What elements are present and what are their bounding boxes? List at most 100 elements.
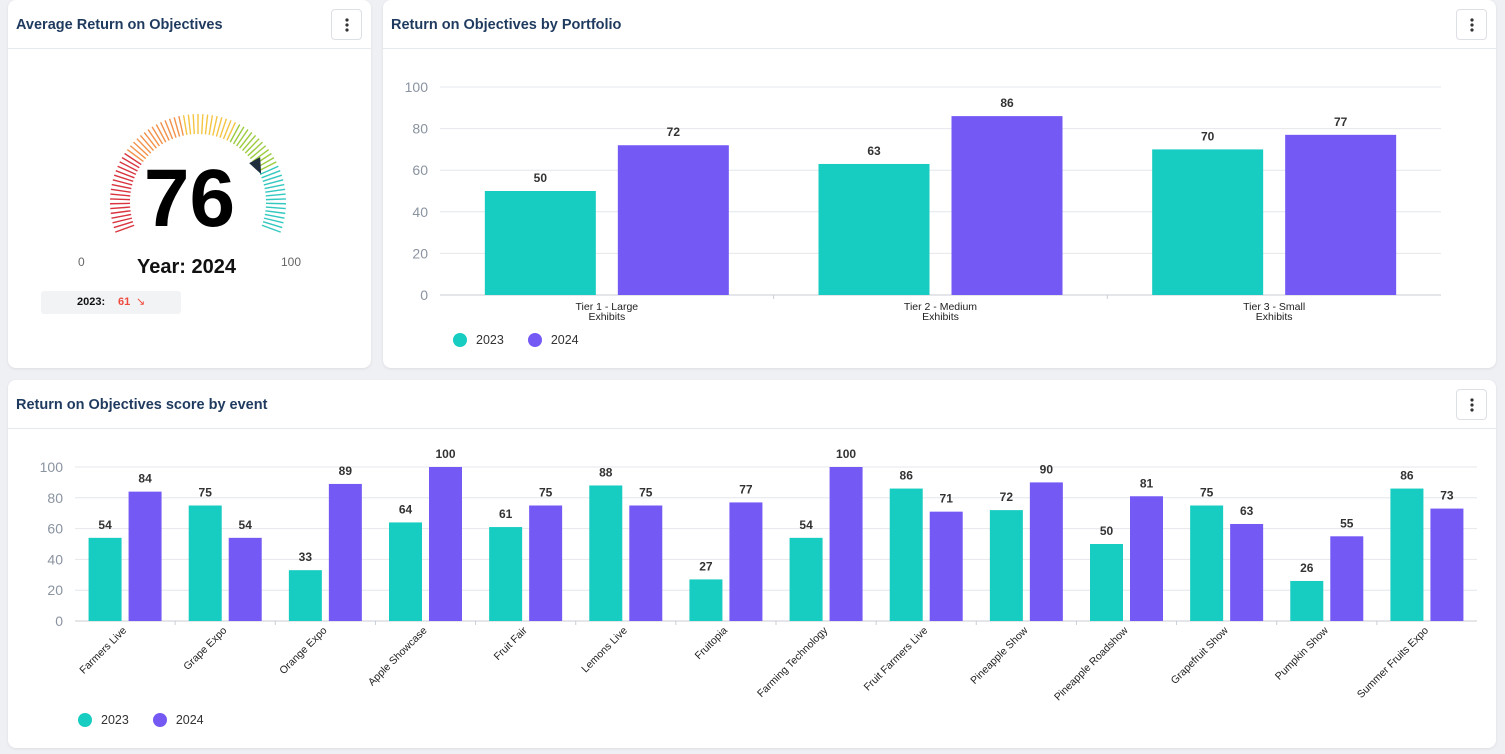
bar-2023 bbox=[689, 579, 723, 621]
gauge-tick bbox=[111, 213, 132, 219]
gauge-tick bbox=[241, 134, 257, 152]
gauge-tick bbox=[143, 131, 157, 149]
bar-2024 bbox=[629, 505, 663, 621]
comparison-year: 2023: bbox=[77, 296, 106, 308]
gauge-tick bbox=[159, 122, 170, 141]
gauge-tick bbox=[110, 206, 131, 210]
bar-2023 bbox=[389, 522, 422, 621]
data-label: 75 bbox=[639, 486, 653, 500]
y-tick-label: 80 bbox=[412, 121, 428, 137]
data-label: 63 bbox=[1240, 504, 1254, 518]
legend-label: 2024 bbox=[550, 333, 579, 347]
legend-swatch bbox=[453, 333, 467, 347]
bar-2023 bbox=[1190, 505, 1224, 621]
y-tick-label: 100 bbox=[40, 459, 64, 475]
gauge-tick bbox=[151, 126, 164, 145]
data-label: 90 bbox=[1040, 462, 1054, 476]
data-label: 88 bbox=[599, 465, 613, 479]
gauge-tick bbox=[139, 134, 155, 152]
y-tick-label: 0 bbox=[420, 287, 428, 303]
gauge-tick bbox=[147, 129, 160, 147]
bar-2024 bbox=[1330, 536, 1364, 621]
x-tick-label: Pumpkin Show bbox=[1273, 624, 1331, 682]
more-options-button[interactable] bbox=[1456, 9, 1487, 40]
bar-2023 bbox=[484, 191, 596, 295]
data-label: 73 bbox=[1440, 489, 1454, 503]
data-label: 54 bbox=[98, 518, 112, 532]
gauge-tick bbox=[212, 115, 218, 136]
gauge-tick bbox=[265, 188, 286, 193]
gauge-tick bbox=[187, 114, 192, 135]
more-vertical-icon bbox=[1469, 17, 1474, 32]
data-label: 75 bbox=[1200, 486, 1214, 500]
data-label: 89 bbox=[339, 464, 353, 478]
x-tick-label: Pineapple Roadshow bbox=[1052, 624, 1131, 703]
data-label: 50 bbox=[534, 171, 548, 185]
y-tick-label: 80 bbox=[47, 490, 63, 506]
chart-legend: 2023 2024 bbox=[78, 713, 228, 727]
gauge-tick bbox=[201, 114, 204, 135]
legend-swatch bbox=[527, 333, 542, 347]
data-label: 33 bbox=[299, 550, 313, 564]
bar-2024 bbox=[729, 502, 763, 621]
data-label: 63 bbox=[867, 144, 881, 158]
bar-2023 bbox=[1290, 580, 1324, 621]
data-label: 86 bbox=[1400, 469, 1414, 483]
gauge-pointer-icon bbox=[249, 157, 262, 175]
more-options-button[interactable] bbox=[331, 9, 362, 40]
gauge-tick bbox=[110, 210, 131, 215]
bar-2024 bbox=[1430, 508, 1464, 621]
gauge-tick bbox=[263, 179, 284, 186]
bar-2024 bbox=[829, 467, 863, 621]
data-label: 72 bbox=[667, 125, 681, 139]
legend-item-2023[interactable]: 2023 bbox=[453, 333, 504, 347]
data-label: 61 bbox=[499, 507, 513, 521]
bar-2024 bbox=[929, 511, 963, 621]
event-bar-chart: 0 20 40 60 80 100 54 84 Farmers Live 75 54 Grape Ex… bbox=[40, 447, 1477, 703]
bar-2023 bbox=[889, 488, 923, 621]
bar-2023 bbox=[1152, 149, 1264, 295]
legend-item-2024[interactable]: 2024 bbox=[527, 333, 579, 347]
more-options-button[interactable] bbox=[1456, 389, 1487, 420]
x-tick-label: Apple Showcase bbox=[366, 625, 430, 689]
legend-item-2024[interactable]: 2024 bbox=[152, 713, 204, 727]
legend-swatch bbox=[152, 713, 167, 727]
legend-item-2023[interactable]: 2023 bbox=[78, 713, 129, 727]
gauge-tick bbox=[155, 124, 167, 143]
data-label: 70 bbox=[1201, 129, 1215, 143]
x-tick-label: Fruit Fair bbox=[492, 624, 531, 663]
gauge-tick bbox=[262, 174, 283, 182]
x-tick-label: Exhibits bbox=[922, 311, 959, 323]
x-tick-label: Summer Fruits Expo bbox=[1355, 625, 1431, 701]
data-label: 100 bbox=[435, 447, 455, 461]
gauge-year-label: Year: 2024 bbox=[137, 256, 236, 278]
gauge-tick bbox=[133, 141, 149, 157]
chart-legend: 2023 2024 bbox=[453, 333, 603, 347]
data-label: 77 bbox=[739, 482, 753, 496]
gauge-value: 76 bbox=[143, 153, 236, 244]
gauge-tick bbox=[121, 157, 140, 169]
gauge-tick bbox=[259, 165, 279, 175]
gauge-tick bbox=[113, 221, 134, 229]
gauge-tick bbox=[208, 115, 214, 136]
x-tick-label: Farming Technology bbox=[755, 624, 831, 700]
gauge-min-label: 0 bbox=[78, 255, 85, 269]
y-tick-label: 60 bbox=[47, 521, 63, 537]
card-title: Average Return on Objectives bbox=[16, 17, 223, 33]
gauge-tick bbox=[117, 165, 137, 175]
gauge-tick bbox=[110, 188, 131, 193]
gauge-tick bbox=[112, 179, 133, 186]
gauge-tick bbox=[111, 183, 132, 190]
x-tick-label: Fruit Farmers Live bbox=[862, 625, 931, 694]
x-tick-label: Grape Expo bbox=[181, 625, 229, 673]
gauge-tick bbox=[264, 213, 285, 219]
bar-2023 bbox=[1390, 488, 1424, 621]
bar-2024 bbox=[1130, 496, 1163, 621]
gauge-tick bbox=[249, 145, 267, 160]
y-tick-label: 100 bbox=[405, 79, 429, 95]
gauge-tick bbox=[261, 224, 281, 233]
bar-2023 bbox=[288, 570, 322, 621]
bar-2024 bbox=[328, 483, 362, 621]
gauge-tick bbox=[136, 138, 152, 154]
card-header: Average Return on Objectives bbox=[8, 0, 371, 49]
